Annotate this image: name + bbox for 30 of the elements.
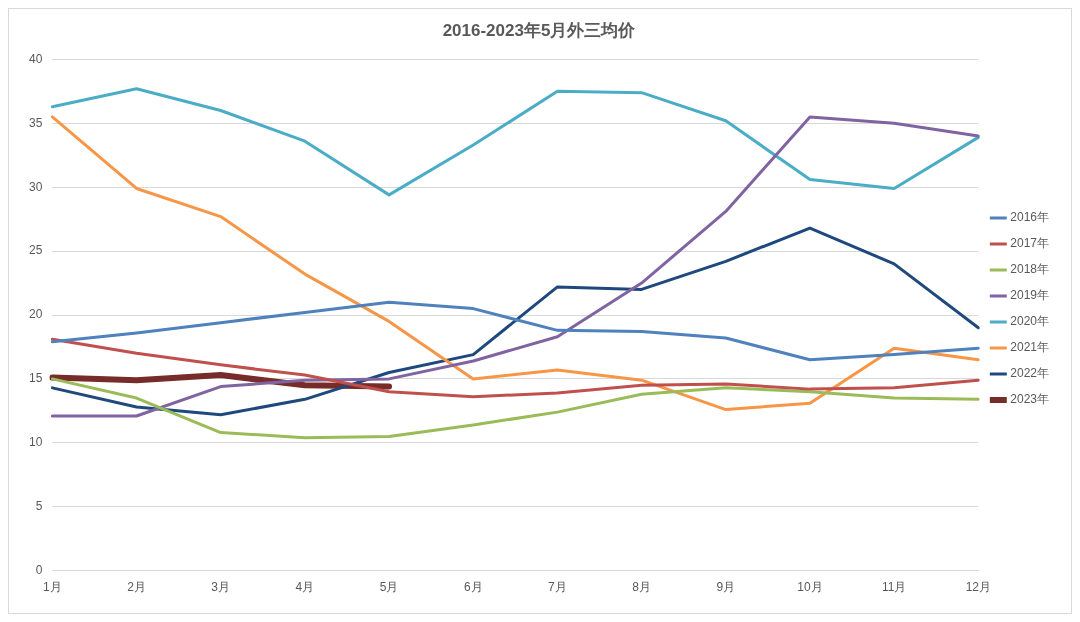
- y-tick-label: 35: [28, 115, 43, 130]
- y-tick-label: 20: [28, 307, 43, 322]
- legend-label: 2018年: [1010, 262, 1050, 277]
- legend-label: 2023年: [1010, 392, 1050, 407]
- chart-title: 2016-2023年5月外三均价: [442, 20, 637, 40]
- y-tick-label: 30: [28, 179, 43, 194]
- y-tick-label: 5: [35, 499, 43, 514]
- y-tick-label: 10: [28, 435, 43, 450]
- x-tick-label: 4月: [295, 580, 315, 595]
- legend-label: 2022年: [1010, 366, 1050, 381]
- x-tick-label: 12月: [965, 580, 991, 595]
- legend-label: 2016年: [1010, 210, 1050, 225]
- y-tick-label: 0: [35, 562, 43, 577]
- x-tick-label: 11月: [881, 580, 907, 595]
- y-tick-label: 25: [28, 243, 43, 258]
- y-tick-label: 15: [28, 371, 43, 386]
- legend-label: 2017年: [1010, 236, 1050, 251]
- x-tick-label: 9月: [716, 580, 736, 595]
- x-tick-label: 8月: [632, 580, 651, 595]
- legend-label: 2019年: [1010, 288, 1050, 303]
- x-tick-label: 2月: [127, 580, 146, 595]
- y-tick-label: 40: [28, 51, 43, 66]
- legend-label: 2021年: [1010, 340, 1050, 355]
- legend-label: 2020年: [1010, 314, 1050, 329]
- x-tick-label: 1月: [43, 580, 62, 595]
- x-tick-label: 3月: [211, 580, 231, 595]
- x-tick-label: 7月: [548, 580, 567, 595]
- x-tick-label: 6月: [463, 580, 483, 595]
- x-tick-label: 5月: [379, 580, 399, 595]
- x-tick-label: 10月: [797, 580, 823, 595]
